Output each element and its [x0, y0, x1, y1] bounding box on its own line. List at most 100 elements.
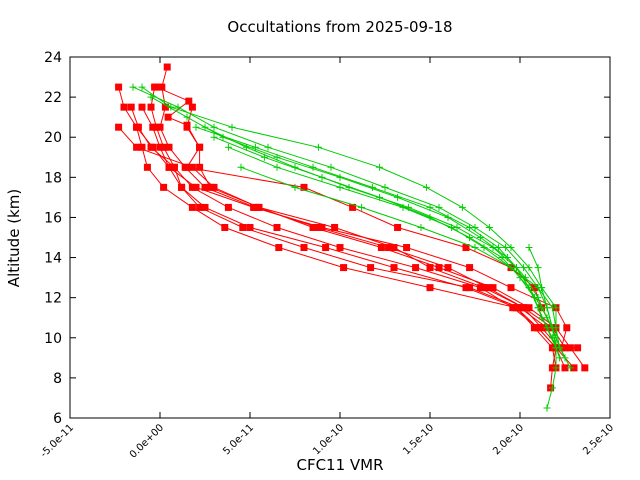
data-point-square: [563, 324, 571, 332]
data-point-square: [224, 203, 232, 211]
data-point-plus: [422, 183, 430, 191]
data-point-plus: [210, 133, 218, 141]
data-point-plus: [426, 203, 434, 211]
data-point-square: [561, 364, 569, 372]
data-point-plus: [458, 203, 466, 211]
data-point-square: [255, 203, 263, 211]
data-point-square: [466, 264, 474, 272]
data-point-plus: [174, 103, 182, 111]
data-point-square: [196, 163, 204, 171]
data-point-square: [512, 304, 520, 312]
data-point-square: [165, 143, 173, 151]
data-point-square: [196, 143, 204, 151]
chart-title: Occultations from 2025-09-18: [227, 18, 452, 36]
data-point-square: [412, 264, 420, 272]
data-point-plus: [224, 143, 232, 151]
data-point-plus: [489, 244, 497, 252]
data-point-square: [548, 344, 556, 352]
data-point-plus: [201, 123, 209, 131]
data-point-square: [120, 103, 128, 111]
data-point-square: [188, 203, 196, 211]
data-point-square: [318, 223, 326, 231]
data-point-square: [201, 203, 209, 211]
data-point-square: [273, 223, 281, 231]
data-point-square: [160, 143, 168, 151]
data-point-square: [127, 103, 135, 111]
data-point-square: [178, 183, 186, 191]
data-point-square: [520, 304, 528, 312]
data-point-square: [574, 344, 582, 352]
series-red-7: [115, 123, 582, 352]
data-point-square: [300, 244, 308, 252]
data-point-square: [147, 103, 155, 111]
data-point-square: [331, 223, 339, 231]
data-point-plus: [237, 163, 245, 171]
y-tick-label: 18: [44, 170, 62, 186]
data-point-plus: [543, 304, 551, 312]
data-point-square: [548, 364, 556, 372]
series-line: [195, 126, 557, 348]
data-point-square: [322, 244, 330, 252]
data-point-plus: [314, 143, 322, 151]
data-point-square: [489, 284, 497, 292]
series-green-8: [237, 163, 560, 352]
series-line: [132, 86, 561, 348]
data-point-square: [509, 304, 517, 312]
data-point-square: [367, 264, 375, 272]
data-point-plus: [566, 364, 574, 372]
data-point-square: [516, 304, 524, 312]
data-point-square: [170, 163, 178, 171]
data-point-plus: [264, 143, 272, 151]
y-axis-label: Altitude (km): [5, 189, 23, 287]
data-point-plus: [485, 223, 493, 231]
data-point-plus: [358, 203, 366, 211]
x-axis-label: CFC11 VMR: [296, 456, 383, 474]
y-tick-label: 20: [44, 130, 62, 146]
data-point-plus: [507, 264, 515, 272]
data-point-square: [444, 264, 452, 272]
data-point-square: [163, 63, 171, 71]
data-point-plus: [318, 173, 326, 181]
data-point-square: [156, 143, 164, 151]
data-point-square: [133, 143, 141, 151]
data-point-square: [336, 244, 344, 252]
data-point-plus: [273, 163, 281, 171]
data-point-plus: [260, 153, 268, 161]
plot-area: [115, 63, 589, 412]
data-point-square: [581, 364, 589, 372]
data-point-square: [188, 103, 196, 111]
data-point-square: [462, 284, 470, 292]
data-point-square: [309, 223, 317, 231]
data-point-plus: [309, 163, 317, 171]
series-red-1: [115, 83, 560, 372]
data-point-square: [149, 143, 157, 151]
data-point-plus: [228, 123, 236, 131]
data-point-square: [250, 203, 258, 211]
data-point-square: [138, 103, 146, 111]
data-point-plus: [534, 304, 542, 312]
data-point-square: [480, 284, 488, 292]
data-point-plus: [138, 83, 146, 91]
data-point-square: [462, 244, 470, 252]
data-point-square: [143, 163, 151, 171]
data-point-plus: [399, 203, 407, 211]
data-point-square: [161, 103, 169, 111]
y-tick-label: 24: [44, 50, 62, 66]
data-point-plus: [435, 203, 443, 211]
data-point-square: [221, 223, 229, 231]
y-tick-label: 10: [44, 331, 62, 347]
data-point-square: [138, 143, 146, 151]
data-point-plus: [192, 123, 200, 131]
data-point-plus: [543, 404, 551, 412]
data-point-square: [246, 223, 254, 231]
data-point-square: [570, 364, 578, 372]
data-point-plus: [210, 123, 218, 131]
data-point-square: [188, 183, 196, 191]
data-point-plus: [502, 244, 510, 252]
data-point-plus: [538, 284, 546, 292]
data-point-square: [210, 183, 218, 191]
data-point-square: [484, 284, 492, 292]
data-point-square: [206, 183, 214, 191]
data-point-plus: [129, 83, 137, 91]
